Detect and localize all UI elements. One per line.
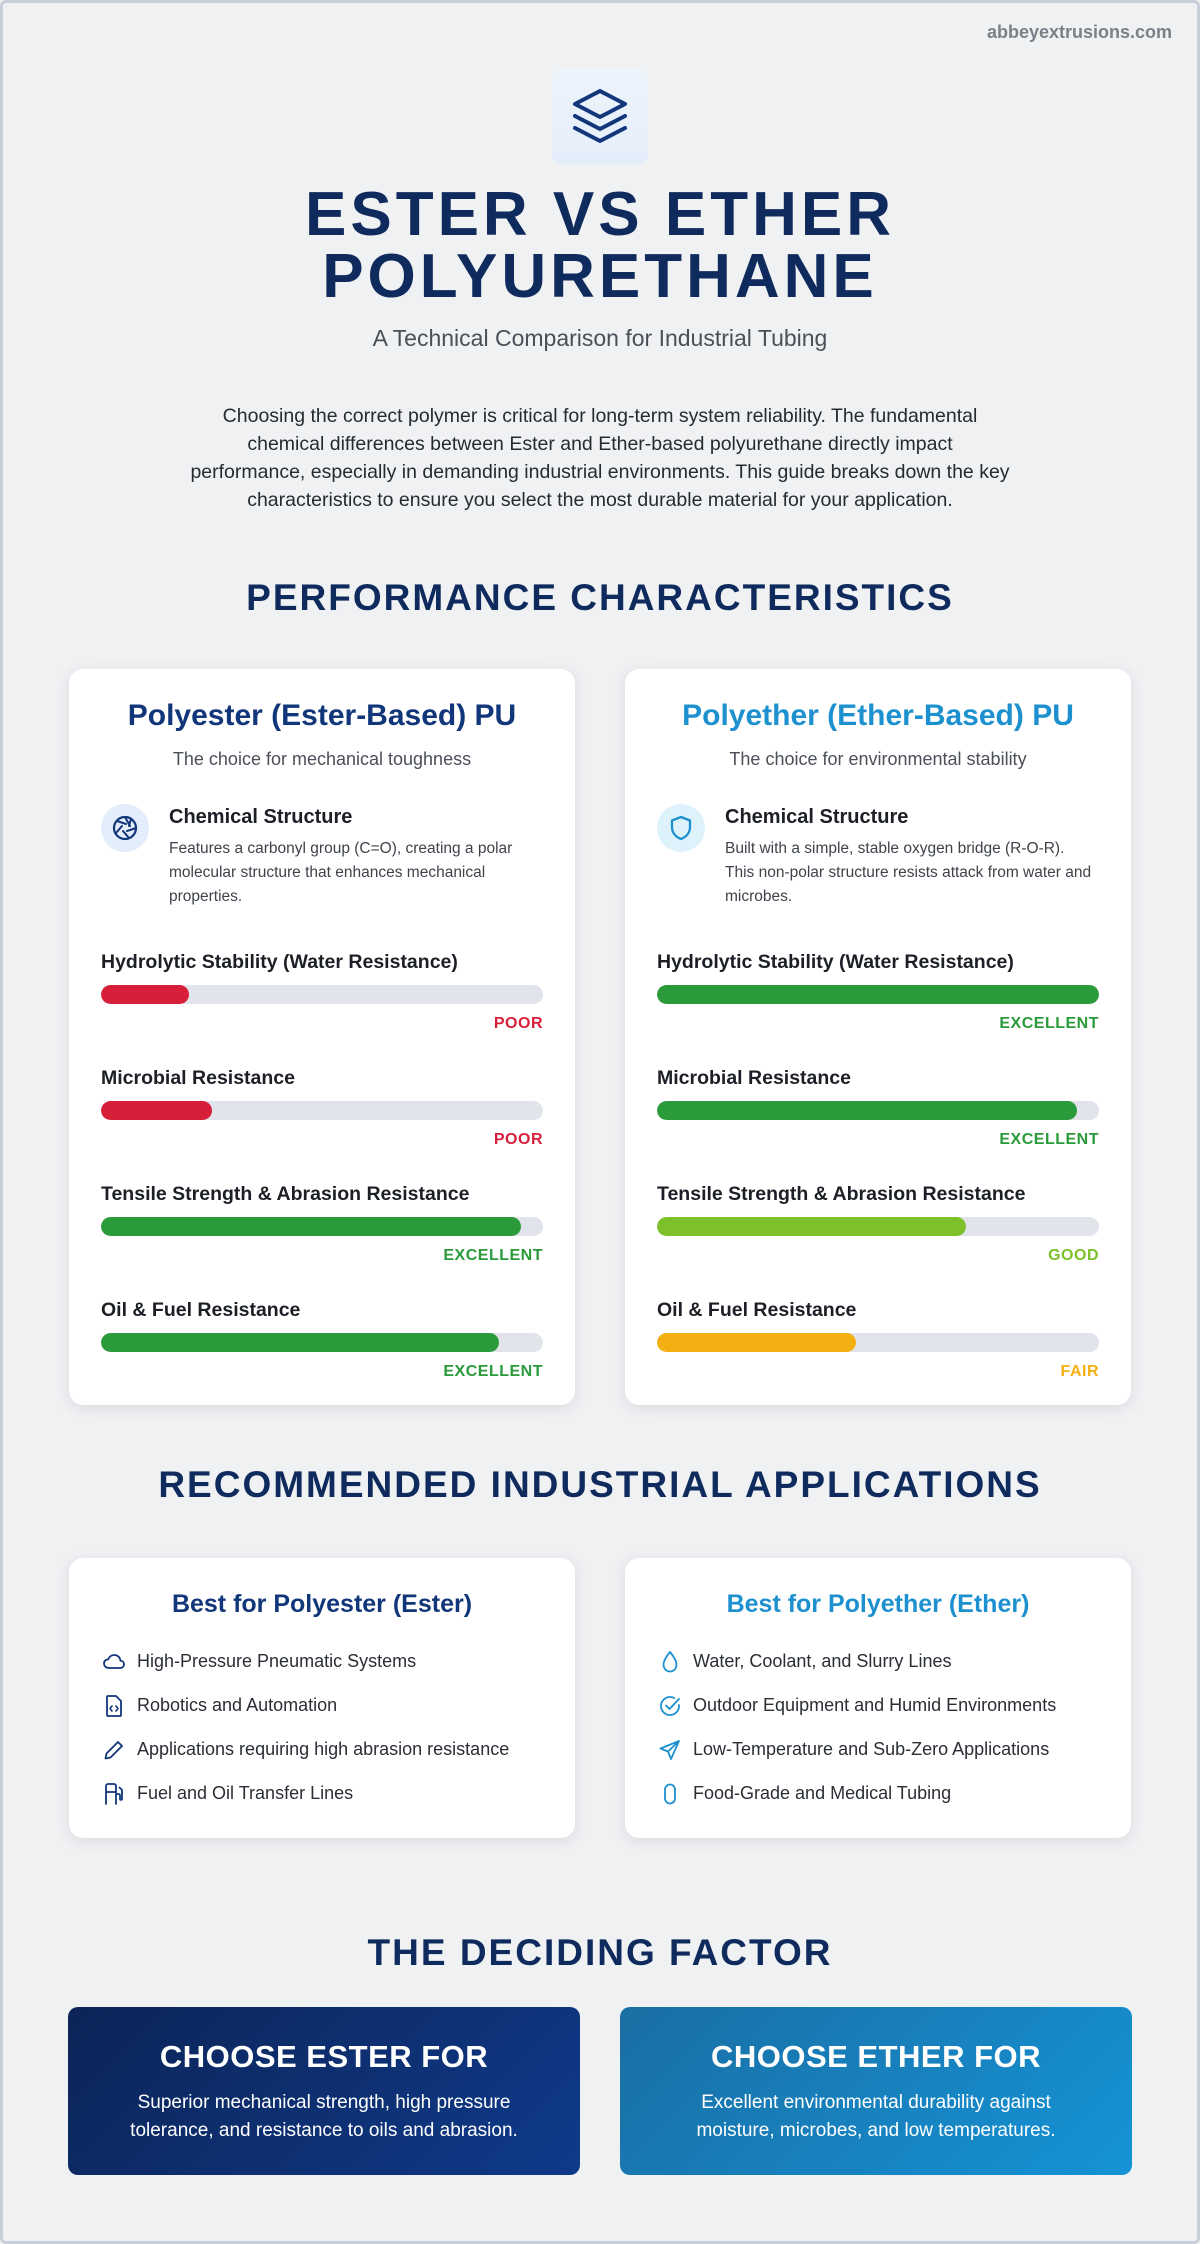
metric-label: Microbial Resistance bbox=[101, 1067, 295, 1089]
choose-ester-text: Superior mechanical strength, high press… bbox=[130, 2092, 518, 2141]
metric-rating: EXCELLENT bbox=[443, 1247, 543, 1264]
ester-card-subtitle: The choice for mechanical toughness bbox=[172, 749, 472, 769]
metric-bar-fill bbox=[657, 985, 1099, 1004]
ether-applications-card: Best for Polyether (Ether) Water, Coolan… bbox=[625, 1558, 1131, 1838]
logo-badge bbox=[552, 68, 648, 164]
metric-bar-fill bbox=[657, 1217, 967, 1236]
metric-label: Oil & Fuel Resistance bbox=[101, 1299, 301, 1321]
metric-row: Oil & Fuel Resistance FAIR bbox=[657, 1299, 1099, 1389]
metric-bar-fill bbox=[657, 1101, 1077, 1120]
list-item: Water, Coolant, and Slurry Lines bbox=[657, 1649, 1056, 1693]
droplet-icon bbox=[657, 1649, 683, 1675]
send-icon bbox=[657, 1737, 683, 1763]
application-text: Outdoor Equipment and Humid Environments bbox=[693, 1695, 1057, 1715]
application-text: Fuel and Oil Transfer Lines bbox=[137, 1783, 354, 1803]
metric-label: Tensile Strength & Abrasion Resistance bbox=[101, 1183, 470, 1205]
metric-rating: FAIR bbox=[1060, 1363, 1099, 1380]
ether-performance-card: Polyether (Ether-Based) PU The choice fo… bbox=[625, 669, 1131, 1405]
metric-row: Hydrolytic Stability (Water Resistance) P… bbox=[101, 951, 543, 1041]
ester-card-title: Polyester (Ester-Based) PU bbox=[127, 699, 517, 732]
metric-row: Tensile Strength & Abrasion Resistance EX… bbox=[101, 1183, 543, 1273]
deciding-heading: THE DECIDING FACTOR bbox=[367, 1932, 833, 1973]
metric-bar-fill bbox=[101, 985, 190, 1004]
metric-bar-fill bbox=[101, 1217, 521, 1236]
site-domain[interactable]: abbeyextrusions.com bbox=[986, 22, 1172, 42]
metric-bar-track bbox=[657, 1333, 1099, 1352]
cloud-icon bbox=[101, 1649, 127, 1675]
metric-rating: GOOD bbox=[1048, 1247, 1099, 1264]
metric-bar-fill bbox=[101, 1101, 212, 1120]
ester-applications-title: Best for Polyester (Ester) bbox=[171, 1590, 473, 1618]
ester-chem-title: Chemical Structure bbox=[169, 806, 353, 828]
metric-bar-track bbox=[657, 1217, 1099, 1236]
ether-card-title: Polyether (Ether-Based) PU bbox=[682, 699, 1074, 732]
metric-bar-track bbox=[101, 1101, 543, 1120]
page-title-line1: ESTER VS ETHER bbox=[305, 180, 895, 249]
metric-label: Oil & Fuel Resistance bbox=[657, 1299, 857, 1321]
list-item: Fuel and Oil Transfer Lines bbox=[101, 1781, 509, 1825]
ether-card-subtitle: The choice for environmental stability bbox=[729, 749, 1027, 769]
ether-chem-title: Chemical Structure bbox=[725, 806, 909, 828]
application-text: Water, Coolant, and Slurry Lines bbox=[693, 1651, 952, 1671]
list-item: Food-Grade and Medical Tubing bbox=[657, 1781, 1056, 1825]
choose-ester-title: CHOOSE ESTER FOR bbox=[159, 2039, 489, 2074]
ester-performance-card: Polyester (Ester-Based) PU The choice fo… bbox=[69, 669, 575, 1405]
metric-bar-track bbox=[657, 1101, 1099, 1120]
metric-label: Microbial Resistance bbox=[657, 1067, 851, 1089]
choose-ether-panel: CHOOSE ETHER FOR Excellent environmental… bbox=[620, 2007, 1132, 2175]
metric-label: Tensile Strength & Abrasion Resistance bbox=[657, 1183, 1026, 1205]
metric-rating: EXCELLENT bbox=[999, 1131, 1099, 1148]
layers-icon bbox=[573, 89, 627, 143]
metric-rating: POOR bbox=[493, 1131, 543, 1148]
metric-row: Hydrolytic Stability (Water Resistance) E… bbox=[657, 951, 1099, 1041]
ester-applications-card: Best for Polyester (Ester) High-Pressure… bbox=[69, 1558, 575, 1838]
metric-bar-track bbox=[101, 1217, 543, 1236]
metric-rating: POOR bbox=[493, 1015, 543, 1032]
shield-icon bbox=[657, 804, 705, 852]
list-item: Robotics and Automation bbox=[101, 1693, 509, 1737]
capsule-icon bbox=[657, 1781, 683, 1807]
ester-chem-desc: Features a carbonyl group (C=O), creatin… bbox=[169, 840, 513, 905]
page-title-line2: POLYURETHANE bbox=[322, 242, 878, 311]
application-text: High-Pressure Pneumatic Systems bbox=[137, 1651, 417, 1671]
page-title: ESTER VS ETHER POLYURETHANE bbox=[0, 184, 1200, 308]
pen-icon bbox=[101, 1737, 127, 1763]
file-code-icon bbox=[101, 1693, 127, 1719]
list-item: Low-Temperature and Sub-Zero Application… bbox=[657, 1737, 1056, 1781]
intro-paragraph: Choosing the correct polymer is critical… bbox=[190, 405, 1010, 511]
page-subtitle: A Technical Comparison for Industrial Tu… bbox=[372, 325, 828, 351]
metric-row: Microbial Resistance EXCELLENT bbox=[657, 1067, 1099, 1157]
metric-bar-track bbox=[101, 1333, 543, 1352]
metric-bar-fill bbox=[657, 1333, 856, 1352]
fuel-pump-icon bbox=[101, 1781, 127, 1807]
ether-chem-desc: Built with a simple, stable oxygen bridg… bbox=[725, 840, 1092, 905]
metric-label: Hydrolytic Stability (Water Resistance) bbox=[657, 951, 1014, 973]
metric-rating: EXCELLENT bbox=[443, 1363, 543, 1380]
ether-applications-list: Water, Coolant, and Slurry Lines Outdoor… bbox=[657, 1649, 1056, 1825]
application-text: Robotics and Automation bbox=[137, 1695, 338, 1715]
check-circle-icon bbox=[657, 1693, 683, 1719]
metric-bar-track bbox=[657, 985, 1099, 1004]
metric-rating: EXCELLENT bbox=[999, 1015, 1099, 1032]
metric-row: Microbial Resistance POOR bbox=[101, 1067, 543, 1157]
list-item: Applications requiring high abrasion res… bbox=[101, 1737, 509, 1781]
list-item: Outdoor Equipment and Humid Environments bbox=[657, 1693, 1056, 1737]
applications-heading: RECOMMENDED INDUSTRIAL APPLICATIONS bbox=[158, 1464, 1042, 1505]
application-text: Food-Grade and Medical Tubing bbox=[693, 1783, 952, 1803]
application-text: Applications requiring high abrasion res… bbox=[137, 1739, 510, 1759]
ester-applications-list: High-Pressure Pneumatic Systems Robotics… bbox=[101, 1649, 509, 1825]
choose-ether-title: CHOOSE ETHER FOR bbox=[710, 2039, 1042, 2074]
aperture-icon bbox=[101, 804, 149, 852]
performance-heading: PERFORMANCE CHARACTERISTICS bbox=[246, 577, 954, 618]
metric-row: Tensile Strength & Abrasion Resistance GO… bbox=[657, 1183, 1099, 1273]
metric-row: Oil & Fuel Resistance EXCELLENT bbox=[101, 1299, 543, 1389]
metric-label: Hydrolytic Stability (Water Resistance) bbox=[101, 951, 458, 973]
choose-ester-panel: CHOOSE ESTER FOR Superior mechanical str… bbox=[68, 2007, 580, 2175]
application-text: Low-Temperature and Sub-Zero Application… bbox=[693, 1739, 1050, 1759]
metric-bar-fill bbox=[101, 1333, 499, 1352]
ether-applications-title: Best for Polyether (Ether) bbox=[726, 1590, 1030, 1618]
list-item: High-Pressure Pneumatic Systems bbox=[101, 1649, 509, 1693]
choose-ether-text: Excellent environmental durability again… bbox=[696, 2092, 1056, 2141]
metric-bar-track bbox=[101, 985, 543, 1004]
